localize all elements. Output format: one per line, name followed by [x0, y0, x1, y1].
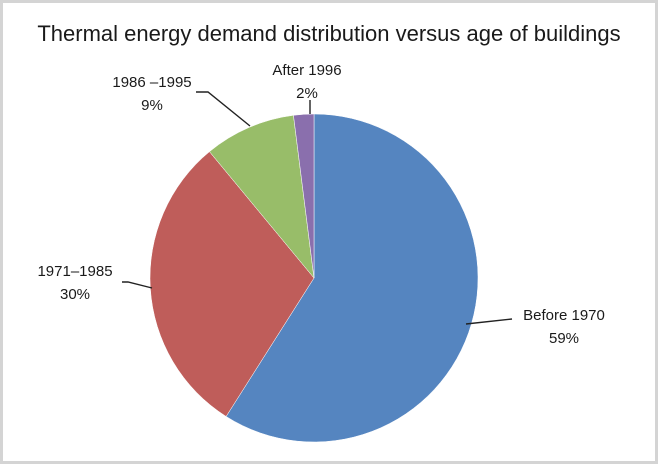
slice-value-after-1996: 2%: [296, 85, 318, 102]
pie-slice-1986-1995: [209, 115, 315, 279]
leader-line-1971-1985: [122, 281, 153, 289]
slice-value-1971-1985: 30%: [60, 286, 90, 303]
slice-value-before-1970: 59%: [549, 330, 579, 347]
slice-label-1971-1985: 1971–1985: [37, 263, 112, 280]
chart-title: Thermal energy demand distribution versu…: [37, 21, 621, 46]
slice-label-1986-1995: 1986 –1995: [112, 74, 191, 91]
leader-line-before-1970: [465, 318, 513, 325]
leader-lines: [122, 91, 513, 325]
slice-label-after-1996: After 1996: [272, 62, 341, 79]
pie-slices: [149, 113, 479, 443]
slice-label-before-1970: Before 1970: [523, 307, 605, 324]
leader-line-1986-1995: [196, 91, 251, 127]
pie-slice-after-1996: [293, 113, 315, 279]
slice-value-1986-1995: 9%: [141, 97, 163, 114]
